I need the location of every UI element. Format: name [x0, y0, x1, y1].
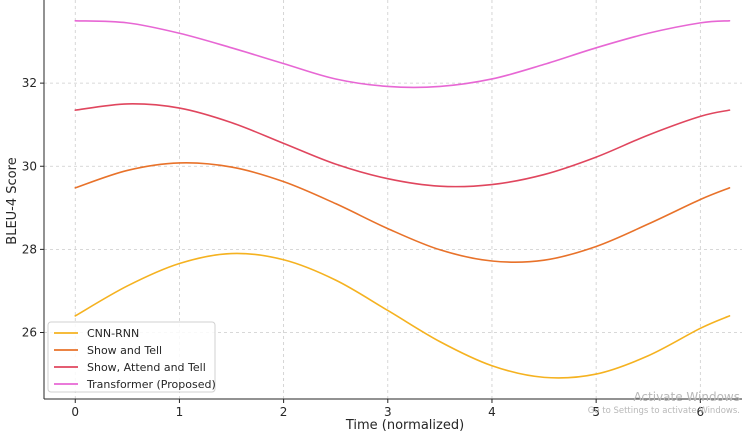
y-tick-label: 32 — [22, 76, 37, 90]
legend-label: Show, Attend and Tell — [87, 361, 206, 374]
tick-labels: 0 1 2 3 4 5 6 26 28 30 32 — [22, 76, 704, 419]
legend-box — [47, 321, 216, 393]
x-axis-label: Time (normalized) — [345, 418, 464, 433]
x-tick-label: 1 — [176, 405, 184, 419]
legend-label: CNN-RNN — [87, 327, 139, 340]
x-tick-label: 6 — [697, 405, 705, 419]
watermark-title: Activate Windows — [633, 390, 740, 404]
x-tick-label: 3 — [384, 405, 392, 419]
series-line-3 — [74, 103, 731, 188]
y-tick-label: 26 — [22, 326, 37, 340]
x-tick-label: 0 — [71, 405, 79, 419]
axes — [40, 0, 742, 403]
x-tick-label: 5 — [592, 405, 600, 419]
legend-label: Show and Tell — [87, 344, 162, 357]
y-axis-label: BLEU-4 Score — [5, 157, 20, 244]
series-line-2 — [74, 162, 731, 263]
x-tick-label: 2 — [280, 405, 288, 419]
legend-label: Transformer (Proposed) — [86, 378, 216, 391]
series-line-1 — [74, 252, 731, 379]
y-tick-label: 30 — [22, 159, 37, 173]
y-tick-label: 28 — [22, 242, 37, 256]
x-tick-label: 4 — [488, 405, 496, 419]
series-lines — [74, 19, 731, 379]
watermark-subtitle: Go to Settings to activate Windows. — [587, 406, 740, 416]
legend: CNN-RNN Show and Tell Show, Attend and Tel… — [47, 321, 216, 393]
series-line-4 — [74, 19, 731, 89]
grid — [44, 0, 742, 399]
